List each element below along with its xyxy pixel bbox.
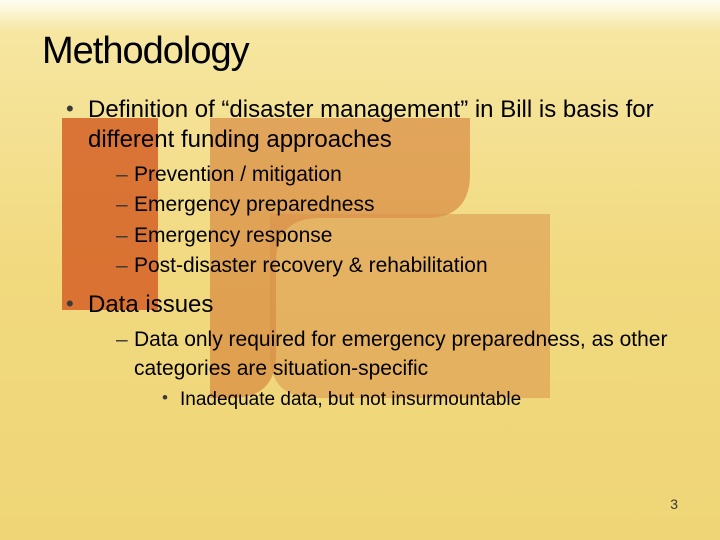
bullet-text: Emergency preparedness <box>134 193 374 216</box>
bullet-text: Data only required for emergency prepare… <box>134 328 667 379</box>
bullet-text: Inadequate data, but not insurmountable <box>180 389 521 410</box>
bullet-level2: Prevention / mitigation <box>116 161 672 189</box>
bullet-text: Data issues <box>88 291 213 318</box>
bullet-subsublist: Inadequate data, but not insurmountable <box>134 387 672 413</box>
bullet-level1: Data issues Data only required for emerg… <box>66 290 672 412</box>
bullet-text: Definition of “disaster management” in B… <box>88 96 654 153</box>
bullet-level2: Emergency response <box>116 222 672 250</box>
page-number: 3 <box>670 496 678 512</box>
slide: Methodology Definition of “disaster mana… <box>0 0 720 540</box>
bullet-list: Definition of “disaster management” in B… <box>42 95 672 413</box>
bullet-sublist: Prevention / mitigation Emergency prepar… <box>88 161 672 280</box>
bullet-level2: Emergency preparedness <box>116 191 672 219</box>
bullet-level3: Inadequate data, but not insurmountable <box>162 387 672 413</box>
bullet-level2: Data only required for emergency prepare… <box>116 326 672 412</box>
bullet-sublist: Data only required for emergency prepare… <box>88 326 672 412</box>
bullet-text: Emergency response <box>134 224 332 247</box>
bullet-text: Prevention / mitigation <box>134 163 342 186</box>
bullet-text: Post-disaster recovery & rehabilitation <box>134 254 488 277</box>
slide-content: Methodology Definition of “disaster mana… <box>0 0 720 540</box>
bullet-level2: Post-disaster recovery & rehabilitation <box>116 252 672 280</box>
bullet-level1: Definition of “disaster management” in B… <box>66 95 672 280</box>
slide-title: Methodology <box>42 30 672 73</box>
